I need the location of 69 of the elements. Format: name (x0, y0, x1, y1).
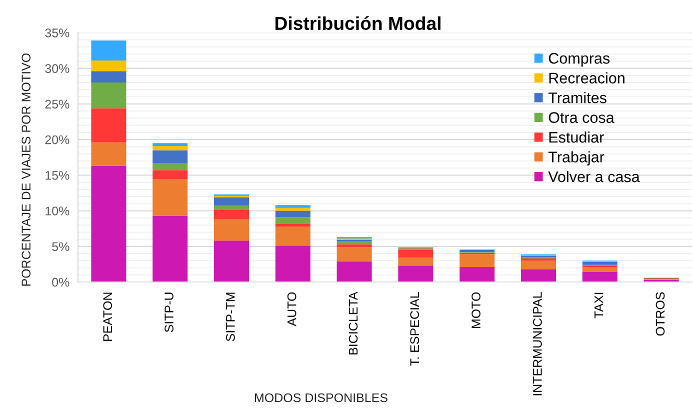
bar (91, 40, 126, 60)
x-axis-title: MODOS DISPONIBLES (254, 393, 388, 402)
x-tick-label: SITP-U (164, 292, 174, 332)
bar (214, 206, 249, 210)
bar (214, 197, 249, 206)
bar (521, 269, 556, 282)
legend-label: Recreacion (549, 72, 624, 84)
x-tick-label: BICICLETA (348, 292, 358, 354)
legend-label: Compras (548, 52, 610, 67)
y-tick-label: 5% (52, 242, 70, 252)
bar (336, 261, 372, 282)
bar (214, 219, 249, 241)
x-tick-label: PEATON (103, 292, 112, 341)
bar (460, 267, 495, 282)
bar (582, 272, 618, 282)
y-tick-label: 35% (45, 28, 70, 38)
bar (460, 254, 495, 268)
bar (275, 208, 310, 211)
bar (91, 166, 126, 282)
bar (275, 210, 310, 218)
bar (152, 163, 188, 170)
bar (91, 82, 126, 108)
bar (275, 246, 310, 282)
x-tick-label: TAXI (594, 292, 604, 318)
bar (398, 250, 434, 258)
bar (152, 143, 188, 146)
bar (152, 150, 188, 164)
legend-label: Trabajar (548, 151, 604, 166)
bar (275, 226, 310, 246)
x-tick-label: OTROS (656, 292, 665, 336)
x-tick-label: SITP-TM (226, 292, 235, 342)
bar (152, 179, 188, 216)
legend-label: Tramites (548, 92, 606, 104)
bar (152, 216, 188, 282)
x-tick-label: T. ESPECIAL (410, 292, 420, 366)
y-tick-label: 15% (46, 171, 70, 180)
bar (275, 217, 310, 224)
bar (91, 60, 126, 72)
y-tick-label: 0% (52, 278, 70, 287)
bar (582, 267, 618, 272)
y-tick-label: 30% (45, 64, 70, 73)
bar (336, 244, 372, 248)
bar (582, 262, 618, 265)
bar (521, 260, 556, 270)
bar (91, 142, 126, 166)
bar (275, 205, 310, 208)
legend-label: Otra cosa (548, 112, 614, 123)
legend-label: Volver a casa (548, 170, 640, 182)
bar (91, 108, 126, 142)
x-tick-label: MOTO (472, 292, 480, 328)
bar (214, 210, 249, 220)
x-tick-label: AUTO (287, 292, 296, 326)
bar (91, 71, 126, 83)
bar (214, 240, 249, 282)
bar (336, 247, 372, 262)
bar (398, 258, 434, 266)
legend-label: Estudiar (549, 131, 604, 143)
bar (275, 224, 310, 226)
bar (152, 146, 188, 150)
bar (521, 258, 556, 261)
bar (398, 266, 434, 282)
bar (460, 250, 495, 252)
bar (152, 170, 188, 180)
chart-title: Distribución Modal (276, 16, 440, 30)
y-axis-title: PORCENTAJE DE VIAJES POR MOTIVO (22, 53, 31, 286)
y-tick-label: 20% (45, 135, 70, 144)
y-tick-label: 10% (46, 206, 70, 216)
y-tick-label: 25% (45, 100, 70, 109)
x-tick-label: INTERMUNICIPAL (533, 292, 542, 396)
